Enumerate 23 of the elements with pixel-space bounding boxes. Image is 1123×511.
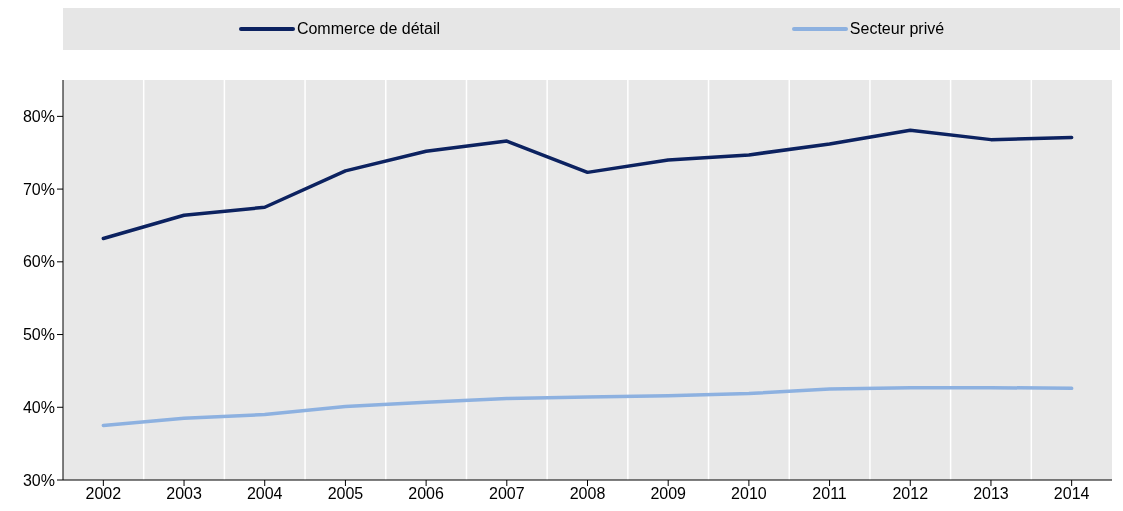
legend-label: Commerce de détail: [296, 20, 441, 38]
y-tick-label: 60%: [22, 253, 55, 271]
line-series: [101, 385, 1074, 428]
x-tick-label: 2014: [1053, 485, 1090, 503]
x-tick-label: 2011: [812, 485, 847, 503]
x-tick-label: 2002: [85, 485, 122, 503]
x-tick-label: 2012: [892, 485, 929, 503]
x-tick-label: 2008: [569, 485, 606, 503]
y-tick-label: 40%: [22, 398, 55, 416]
x-tick-label: 2007: [489, 485, 525, 503]
x-tick-label: 2013: [973, 485, 1009, 503]
x-tick-label: 2010: [731, 485, 767, 503]
x-tick-label: 2009: [650, 485, 687, 503]
x-tick-label: 2004: [246, 485, 283, 503]
y-tick-label: 50%: [22, 326, 55, 344]
y-tick-label: 30%: [22, 471, 55, 489]
y-tick-label: 80%: [22, 108, 55, 126]
x-tick-label: 2003: [166, 485, 202, 503]
y-tick-label: 70%: [22, 180, 55, 198]
x-tick-label: 2006: [408, 485, 445, 503]
line-series: [101, 128, 1074, 241]
x-tick-label: 2005: [327, 485, 364, 503]
legend-label: Secteur privé: [849, 20, 945, 38]
